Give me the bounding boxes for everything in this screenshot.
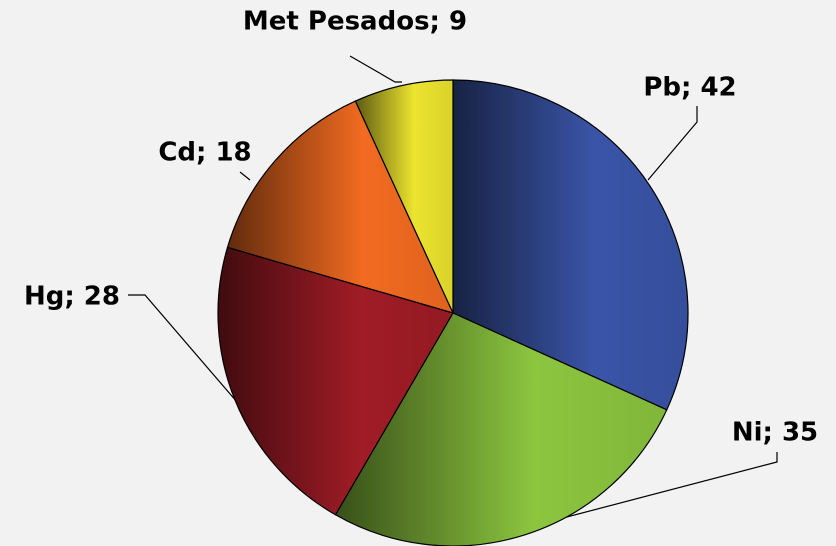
leader-line [349, 55, 402, 83]
pie-slice [452, 79, 689, 411]
leader-line [128, 294, 238, 403]
data-label: Hg; 28 [24, 282, 120, 312]
data-label: Pb; 42 [643, 73, 736, 103]
leader-line [239, 171, 251, 181]
data-label: Met Pesados; 9 [243, 7, 467, 37]
data-label: Cd; 18 [158, 138, 251, 168]
leader-line [647, 106, 698, 181]
leader-line [539, 452, 778, 525]
pie-slice [354, 79, 454, 314]
pie-slice [334, 312, 668, 546]
pie-slice [217, 246, 454, 516]
data-label: Ni; 35 [732, 418, 818, 448]
pie-slice [226, 100, 455, 314]
